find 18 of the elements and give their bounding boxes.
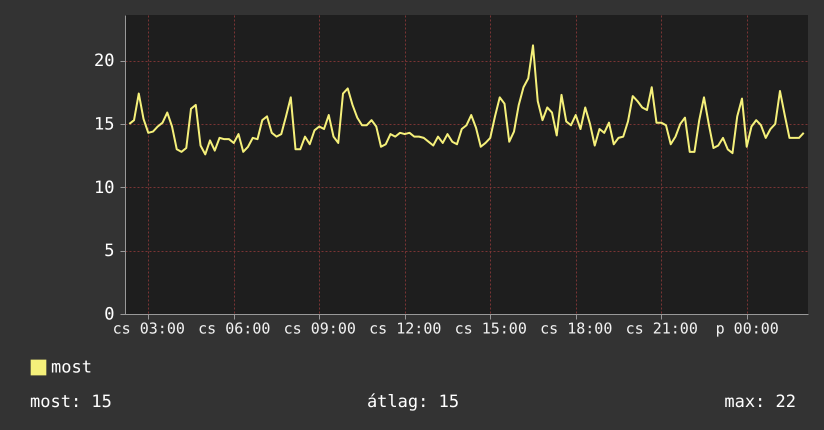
x-tick-label: cs 09:00 bbox=[284, 320, 356, 338]
x-tick-label: cs 12:00 bbox=[369, 320, 442, 338]
y-tick-label: 10 bbox=[94, 178, 114, 198]
x-tick-label: cs 06:00 bbox=[198, 320, 270, 338]
y-tick-label: 20 bbox=[94, 51, 114, 72]
y-tick-label: 5 bbox=[104, 241, 114, 262]
x-tick-label: cs 21:00 bbox=[626, 320, 698, 338]
text: átlag: 15 bbox=[366, 392, 460, 412]
y-tick-label: 15 bbox=[94, 114, 114, 134]
x-tick-label: cs 18:00 bbox=[540, 320, 612, 338]
text: most: 15 bbox=[30, 392, 112, 412]
line-series bbox=[128, 44, 805, 156]
x-tick-label: cs 03:00 bbox=[112, 320, 185, 338]
x-tick-label: cs 15:00 bbox=[454, 320, 527, 338]
x-tick-label: p 00:00 bbox=[716, 320, 779, 338]
text: max: 22 bbox=[724, 392, 796, 412]
legend-label: most bbox=[51, 358, 92, 378]
y-tick-label: 0 bbox=[104, 304, 114, 324]
